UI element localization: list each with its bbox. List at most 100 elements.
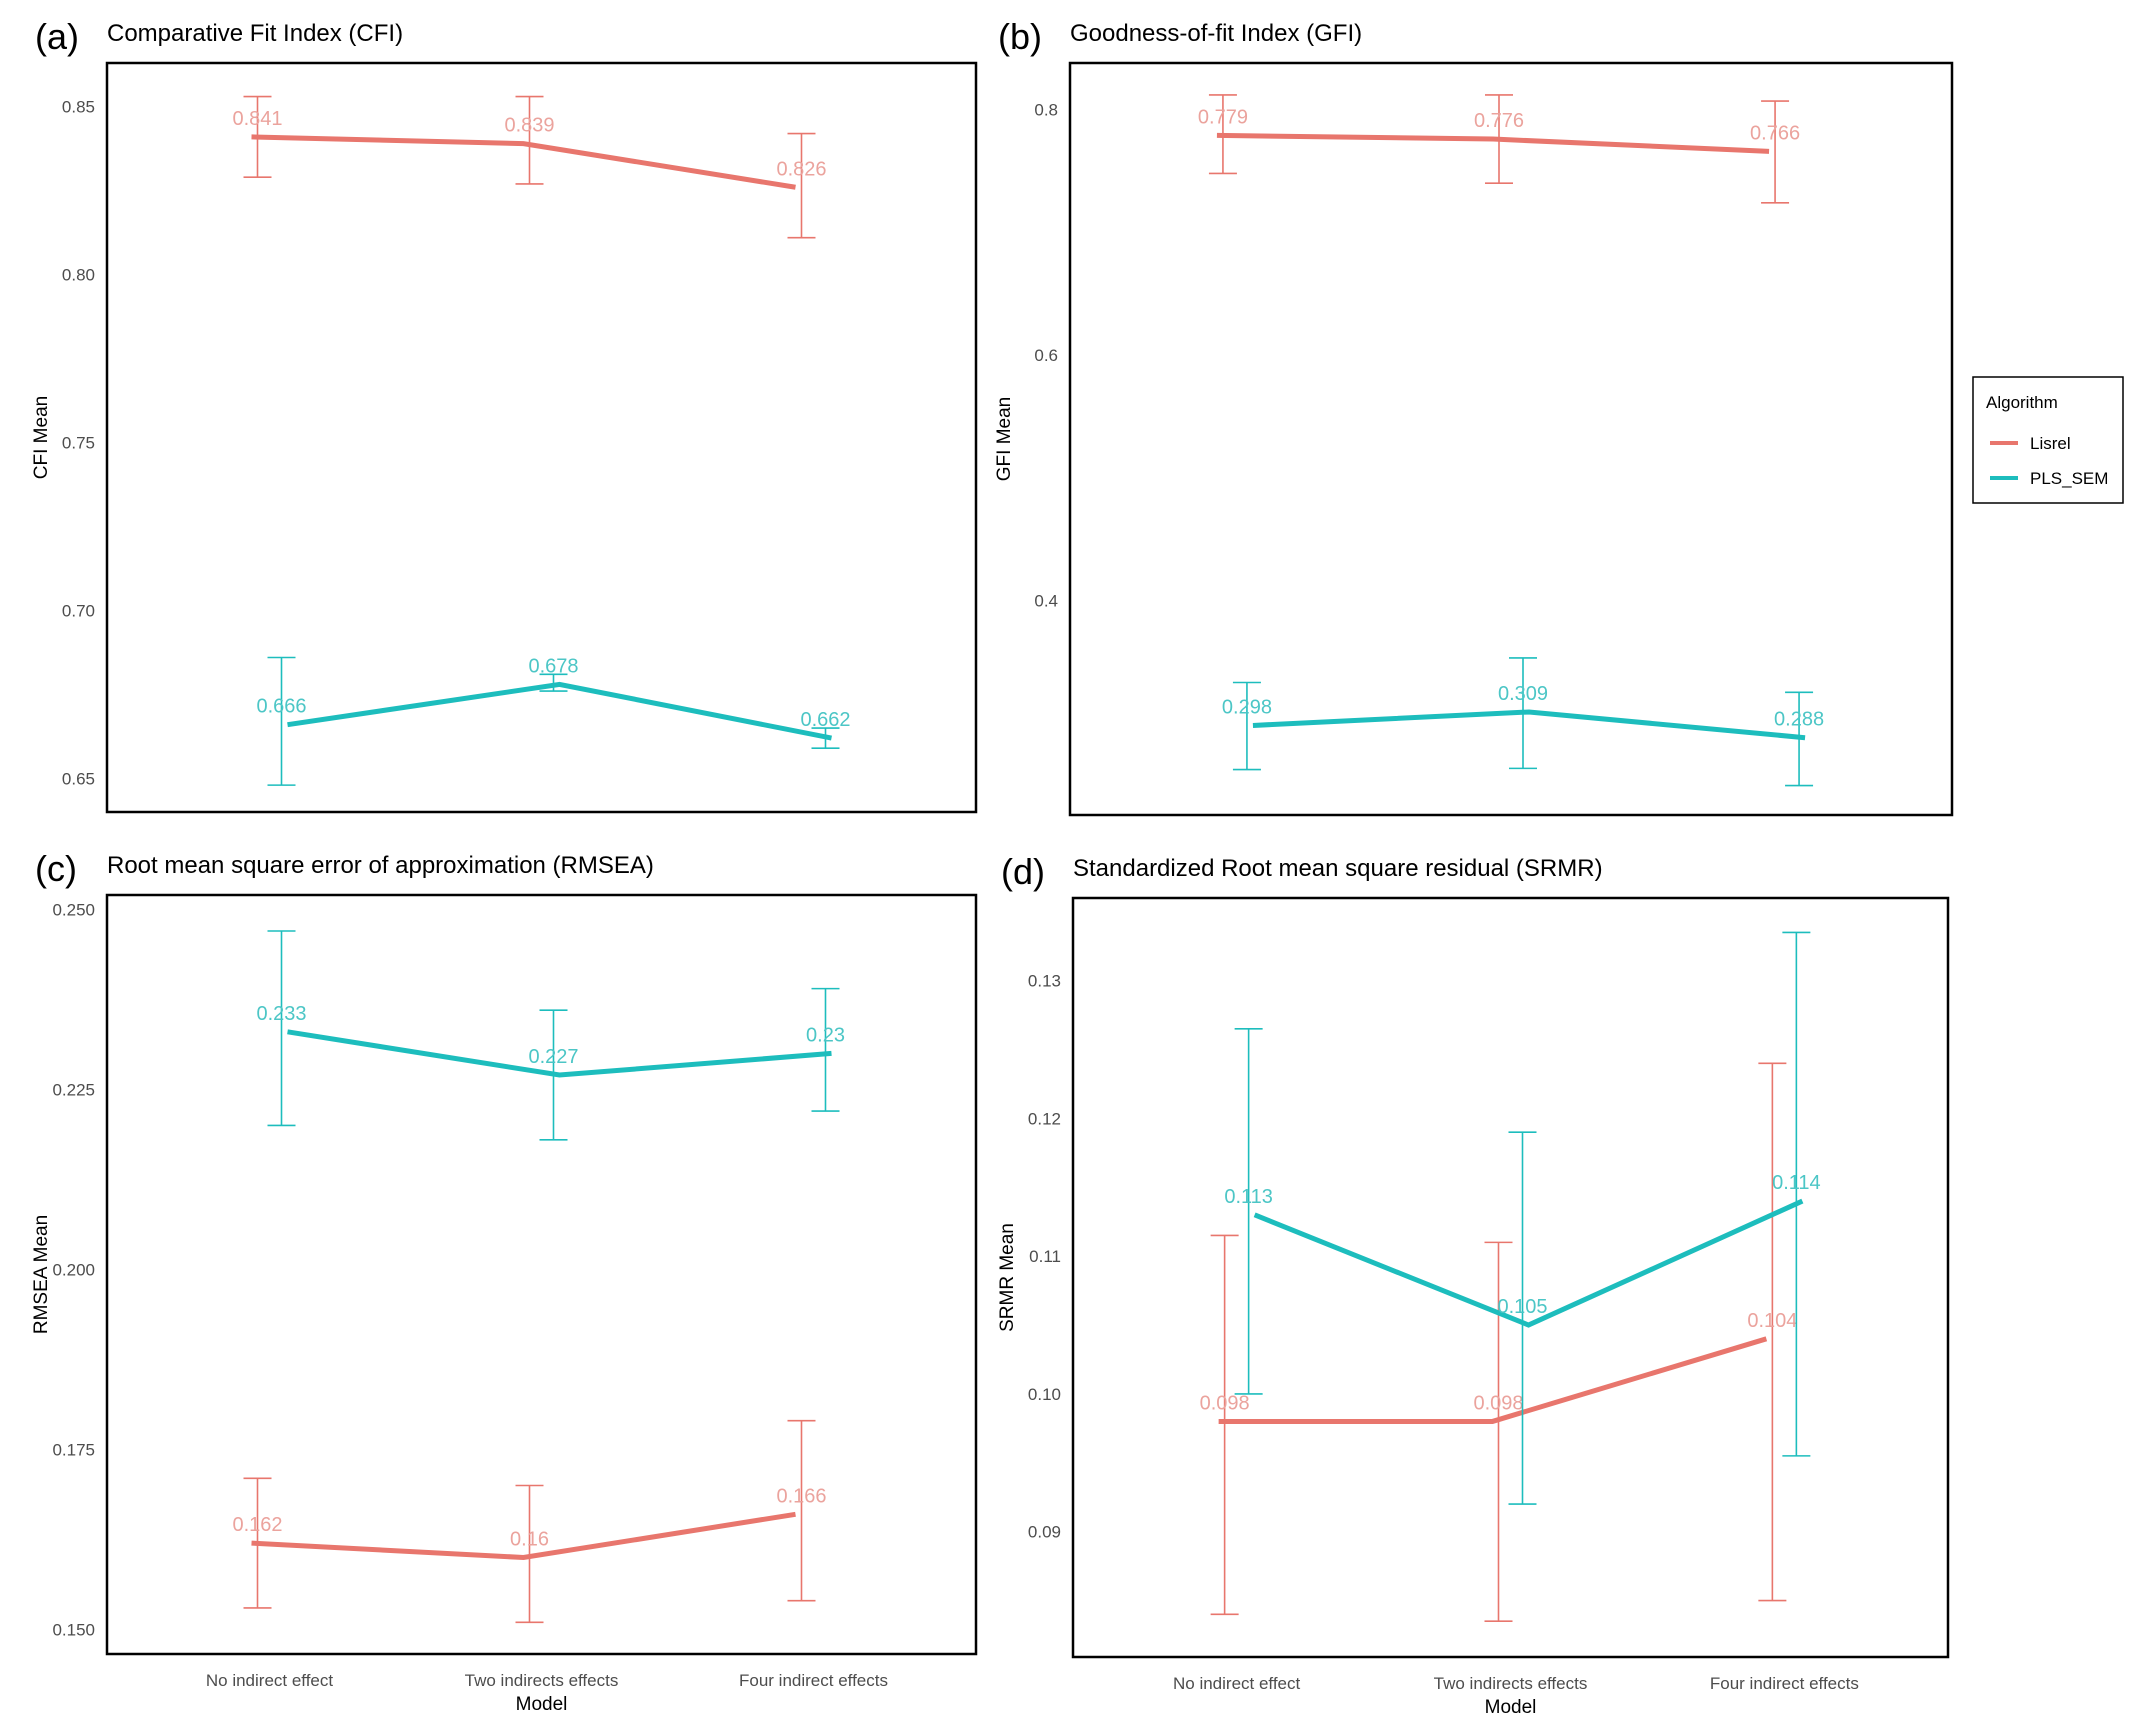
series-pls-sem: 0.666 0.678 0.662 xyxy=(256,655,851,786)
y-tick-label: 0.10 xyxy=(1028,1385,1061,1404)
y-tick-label: 0.200 xyxy=(52,1260,95,1279)
error-bar xyxy=(1782,931,1811,1457)
panel-title: Root mean square error of approximation … xyxy=(107,852,654,879)
x-axis-label: Model xyxy=(1485,1697,1537,1718)
data-label: 0.098 xyxy=(1473,1392,1523,1414)
y-axis-label: CFI Mean xyxy=(31,396,52,479)
error-bar xyxy=(787,1419,816,1602)
error-bar xyxy=(267,656,296,786)
data-label: 0.113 xyxy=(1224,1186,1273,1208)
data-label: 0.162 xyxy=(232,1514,282,1536)
plot-frame xyxy=(105,61,978,814)
data-label: 0.826 xyxy=(776,158,826,180)
series-line xyxy=(287,1029,832,1078)
data-label: 0.105 xyxy=(1497,1296,1547,1318)
panel-a: (a) Comparative Fit Index (CFI) 0.65 0.70 0.… xyxy=(31,16,978,814)
series-lisrel: 0.841 0.839 0.826 xyxy=(232,95,827,239)
data-label: 0.227 xyxy=(528,1046,578,1068)
error-bar xyxy=(267,930,296,1127)
x-tick-label: Two indirects effects xyxy=(1434,1674,1588,1693)
series-lisrel: 0.098 0.098 0.104 xyxy=(1200,1062,1797,1622)
y-axis-label: SRMR Mean xyxy=(997,1223,1018,1332)
y-axis-label: RMSEA Mean xyxy=(31,1215,52,1334)
y-tick-label: 0.80 xyxy=(62,266,95,285)
y-tick-label: 0.175 xyxy=(52,1440,95,1459)
x-tick-label: Two indirects effects xyxy=(465,1671,619,1690)
series-line xyxy=(1216,132,1770,154)
y-tick-label: 0.70 xyxy=(62,601,95,620)
y-tick-label: 0.75 xyxy=(62,434,95,453)
error-bar xyxy=(515,1484,544,1624)
x-axis-label: Model xyxy=(516,1694,568,1715)
series-lisrel: 0.162 0.16 0.166 xyxy=(232,1419,827,1624)
legend-frame xyxy=(1972,376,2124,504)
error-bar xyxy=(539,673,568,692)
data-label: 0.288 xyxy=(1774,709,1824,731)
error-bar xyxy=(1761,100,1790,204)
panel-c: (c) Root mean square error of approximati… xyxy=(31,848,978,1715)
data-label: 0.114 xyxy=(1772,1172,1821,1194)
data-label: 0.839 xyxy=(504,115,554,137)
y-tick-label: 0.13 xyxy=(1028,972,1061,991)
panel-d: (d) Standardized Root mean square residua… xyxy=(997,851,1950,1718)
series-line xyxy=(1252,709,1806,741)
data-label: 0.666 xyxy=(256,696,306,718)
legend-label: Lisrel xyxy=(2030,434,2071,453)
data-label: 0.298 xyxy=(1222,696,1272,718)
data-label: 0.16 xyxy=(510,1529,549,1551)
data-label: 0.23 xyxy=(806,1024,845,1046)
y-tick-label: 0.225 xyxy=(52,1080,95,1099)
legend-item-pls-sem: PLS_SEM xyxy=(1990,469,2108,488)
series-line xyxy=(251,134,796,190)
data-label: 0.233 xyxy=(256,1003,306,1025)
panel-title: Goodness-of-fit Index (GFI) xyxy=(1070,20,1362,47)
data-label: 0.662 xyxy=(800,709,850,731)
x-tick-label: No indirect effect xyxy=(1173,1674,1301,1693)
data-label: 0.766 xyxy=(1750,122,1800,144)
data-label: 0.166 xyxy=(776,1485,826,1507)
panel-letter: (d) xyxy=(1001,851,1045,892)
y-tick-label: 0.250 xyxy=(52,900,95,919)
series-line xyxy=(251,1511,796,1561)
x-tick-label: No indirect effect xyxy=(206,1671,334,1690)
legend: Algorithm Lisrel PLS_SEM xyxy=(1972,376,2124,504)
error-bar xyxy=(1758,1062,1787,1602)
legend-label: PLS_SEM xyxy=(2030,469,2108,488)
plot-frame xyxy=(1068,61,1954,817)
y-tick-label: 0.11 xyxy=(1029,1247,1061,1266)
panel-title: Comparative Fit Index (CFI) xyxy=(107,20,403,47)
y-tick-label: 0.12 xyxy=(1028,1109,1061,1128)
data-label: 0.776 xyxy=(1474,110,1524,132)
y-tick-label: 0.6 xyxy=(1034,346,1058,365)
series-line xyxy=(1253,1198,1804,1328)
panel-title: Standardized Root mean square residual (… xyxy=(1073,855,1603,882)
legend-title: Algorithm xyxy=(1986,393,2058,412)
y-tick-label: 0.4 xyxy=(1034,591,1058,610)
plot-frame xyxy=(1071,896,1950,1659)
error-bar xyxy=(787,132,816,239)
data-label: 0.309 xyxy=(1498,683,1548,705)
x-tick-label: Four indirect effects xyxy=(739,1671,888,1690)
series-line xyxy=(1218,1336,1768,1424)
error-bar xyxy=(515,95,544,185)
y-tick-label: 0.65 xyxy=(62,769,95,788)
data-label: 0.098 xyxy=(1200,1392,1250,1414)
data-label: 0.841 xyxy=(232,108,282,130)
data-label: 0.678 xyxy=(528,655,578,677)
error-bar xyxy=(1232,681,1261,771)
panel-b: (b) Goodness-of-fit Index (GFI) 0.4 0.6 0.8 G… xyxy=(994,16,1954,817)
data-label: 0.779 xyxy=(1198,106,1248,128)
panel-letter: (a) xyxy=(35,16,79,57)
y-tick-label: 0.8 xyxy=(1034,101,1058,120)
error-bar xyxy=(1234,1028,1263,1395)
error-bar xyxy=(811,987,840,1112)
series-pls-sem: 0.233 0.227 0.23 xyxy=(256,930,845,1141)
series-line xyxy=(287,681,832,741)
series-pls-sem: 0.298 0.309 0.288 xyxy=(1222,657,1824,787)
panel-letter: (b) xyxy=(998,16,1042,57)
x-tick-label: Four indirect effects xyxy=(1710,1674,1859,1693)
series-lisrel: 0.779 0.776 0.766 xyxy=(1198,94,1800,204)
panel-letter: (c) xyxy=(35,848,77,889)
y-tick-label: 0.09 xyxy=(1028,1523,1061,1542)
